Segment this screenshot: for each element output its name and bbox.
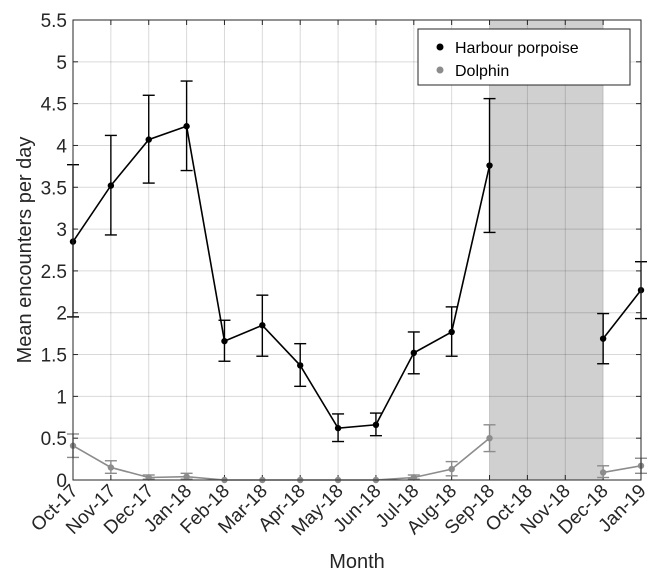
legend-label-harbour-porpoise: Harbour porpoise (455, 40, 579, 57)
series-line-harbour-porpoise (602, 289, 642, 340)
series-line-dolphin (602, 464, 642, 474)
point-harbour-porpoise (410, 349, 417, 357)
point-dolphin (410, 474, 417, 481)
y-tick-label: 5 (56, 53, 67, 74)
legend-box (417, 28, 631, 86)
y-tick-label: 5.5 (41, 11, 67, 32)
point-dolphin (107, 464, 115, 471)
y-tick-label: 4 (56, 136, 67, 157)
y-tick-label: 1.5 (41, 346, 67, 367)
y-tick-label: 2.5 (41, 262, 67, 283)
y-tick-label: 0 (56, 471, 67, 492)
y-tick-label: 4.5 (41, 95, 67, 116)
point-dolphin (145, 474, 152, 481)
point-harbour-porpoise (448, 328, 455, 336)
shaded-region (489, 20, 604, 480)
point-harbour-porpoise (486, 162, 493, 169)
legend-marker-harbour-porpoise (436, 43, 444, 51)
point-harbour-porpoise (107, 182, 115, 189)
y-tick-label: 1 (56, 387, 67, 408)
y-tick-label: 3 (56, 220, 67, 241)
legend: Harbour porpoise Dolphin (417, 28, 631, 86)
y-axis-ticks: 0 0.5 1 1.5 2 2.5 3 3.5 4 4.5 5 5.5 (41, 11, 641, 492)
x-axis-title: Month (329, 551, 385, 573)
point-harbour-porpoise (334, 424, 342, 432)
legend-marker-dolphin (436, 66, 444, 74)
point-harbour-porpoise (599, 335, 607, 342)
point-harbour-porpoise (183, 123, 190, 130)
point-harbour-porpoise (259, 322, 266, 329)
series-line-harbour-porpoise (72, 125, 491, 429)
point-harbour-porpoise (297, 362, 304, 369)
point-dolphin (486, 434, 493, 442)
y-tick-label: 0.5 (41, 429, 67, 450)
point-dolphin (599, 469, 607, 476)
point-dolphin (183, 473, 190, 480)
point-harbour-porpoise (221, 337, 228, 345)
point-harbour-porpoise (372, 421, 380, 428)
y-tick-label: 2 (56, 304, 67, 325)
point-harbour-porpoise (145, 136, 152, 143)
plot-frame (72, 19, 642, 481)
y-tick-label: 3.5 (41, 178, 67, 199)
point-dolphin (448, 465, 455, 473)
y-axis-title: Mean encounters per day (14, 137, 36, 364)
legend-label-dolphin: Dolphin (455, 63, 509, 80)
